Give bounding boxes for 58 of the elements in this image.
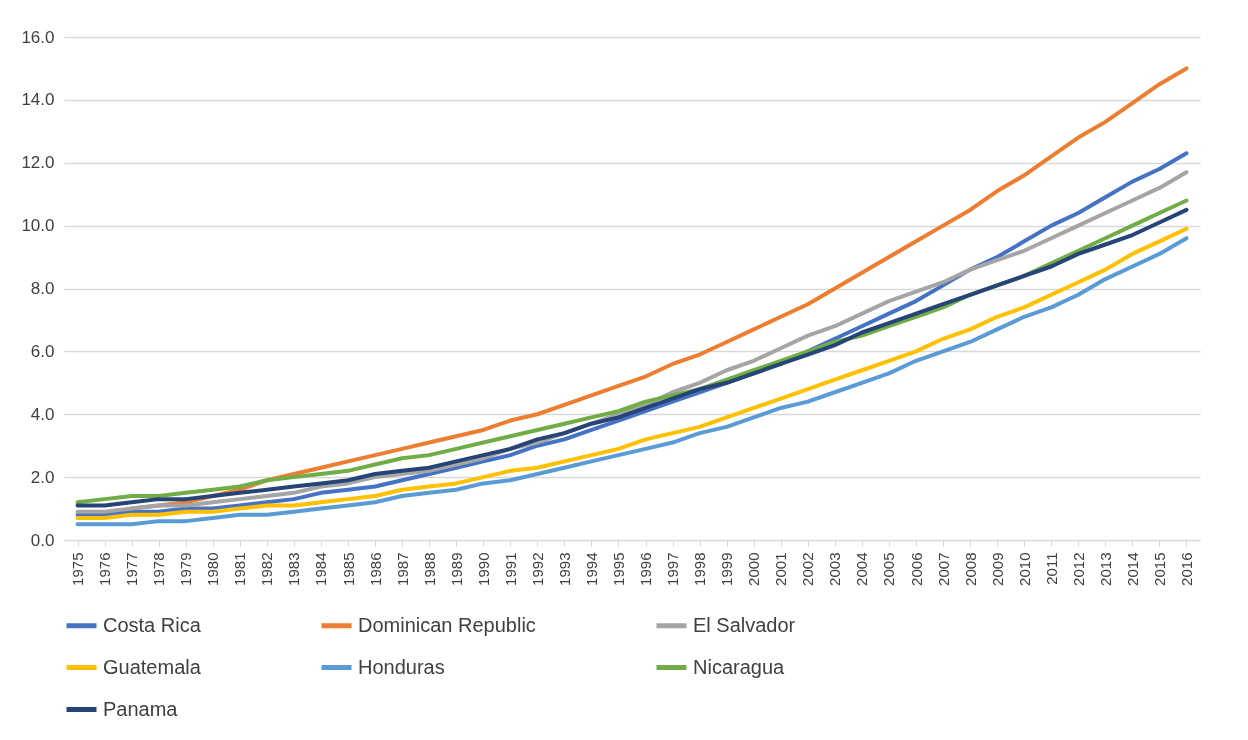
x-tick-label: 1987	[393, 552, 411, 586]
x-tick-label: 2016	[1177, 552, 1195, 586]
x-tick-label: 1994	[582, 552, 600, 586]
y-tick-label: 12.0	[21, 153, 55, 173]
x-tick-label: 1991	[501, 552, 519, 586]
x-tick-label: 2000	[745, 552, 763, 586]
x-tick-label: 2006	[907, 552, 925, 586]
y-tick-label: 8.0	[30, 279, 55, 298]
y-tick-label: 10.0	[21, 216, 55, 236]
x-tick-label: 2014	[1123, 552, 1141, 586]
x-tick-label: 2007	[934, 552, 952, 586]
x-tick-label: 1983	[285, 552, 303, 586]
x-tick-label: 1981	[231, 552, 249, 586]
x-tick-label: 2003	[826, 552, 844, 586]
x-tick-label: 2011	[1042, 552, 1060, 585]
legend-label: El Salvador	[693, 613, 796, 636]
x-tick-label: 1976	[96, 552, 114, 586]
x-tick-label: 2010	[1015, 552, 1033, 586]
x-tick-label: 1977	[123, 552, 141, 586]
x-tick-label: 2009	[988, 552, 1006, 586]
legend-label: Nicaragua	[693, 655, 786, 678]
x-tick-label: 1979	[177, 552, 195, 586]
legend-label: Honduras	[358, 655, 445, 678]
x-tick-label: 2005	[880, 552, 898, 586]
x-tick-label: 1980	[204, 552, 222, 586]
x-tick-label: 1985	[339, 552, 357, 586]
x-tick-label: 1997	[664, 552, 682, 586]
x-tick-label: 1982	[258, 552, 276, 586]
x-tick-label: 1978	[150, 552, 168, 586]
x-tick-label: 1998	[691, 552, 709, 586]
y-tick-label: 2.0	[30, 467, 55, 487]
y-tick-label: 14.0	[21, 90, 55, 110]
x-tick-label: 1988	[420, 552, 438, 586]
x-tick-label: 1993	[555, 552, 573, 586]
x-tick-label: 1992	[528, 552, 546, 586]
x-tick-label: 1990	[474, 552, 492, 586]
y-tick-label: 4.0	[30, 404, 55, 424]
x-tick-label: 1995	[609, 552, 627, 586]
x-tick-label: 1999	[718, 552, 736, 586]
x-tick-label: 2001	[772, 552, 790, 586]
y-tick-label: 16.0	[21, 27, 55, 47]
x-tick-label: 2002	[799, 552, 817, 586]
x-tick-label: 2015	[1150, 552, 1168, 586]
x-tick-label: 1986	[366, 552, 384, 586]
x-tick-label: 1996	[637, 552, 655, 586]
legend-label: Costa Rica	[103, 613, 202, 636]
x-tick-label: 1984	[312, 552, 330, 586]
y-tick-label: 0.0	[30, 530, 55, 550]
x-tick-label: 2004	[853, 552, 871, 586]
legend-label: Guatemala	[103, 655, 202, 678]
y-tick-label: 6.0	[30, 341, 55, 361]
x-tick-label: 2012	[1069, 552, 1087, 586]
x-tick-label: 2008	[961, 552, 979, 586]
x-tick-label: 1989	[447, 552, 465, 586]
legend-label: Panama	[103, 697, 179, 720]
legend-label: Dominican Republic	[358, 613, 536, 636]
x-tick-label: 2013	[1096, 552, 1114, 586]
x-tick-label: 1975	[69, 552, 87, 586]
